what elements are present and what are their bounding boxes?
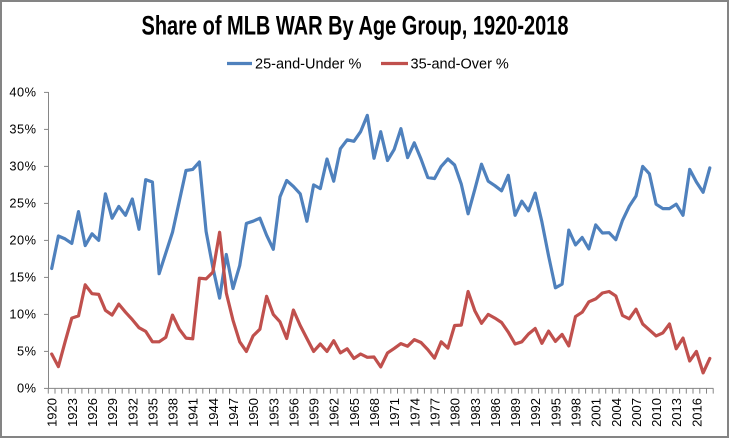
svg-text:1983: 1983	[468, 398, 483, 427]
svg-text:1989: 1989	[508, 398, 523, 427]
svg-text:1920: 1920	[45, 398, 60, 427]
svg-text:2001: 2001	[589, 398, 604, 427]
svg-text:35-and-Over %: 35-and-Over %	[411, 57, 509, 73]
svg-text:1998: 1998	[569, 398, 584, 427]
svg-text:2013: 2013	[669, 398, 684, 427]
svg-text:0%: 0%	[17, 381, 37, 396]
svg-text:1932: 1932	[125, 398, 140, 427]
svg-text:1968: 1968	[367, 398, 382, 427]
svg-text:1950: 1950	[246, 398, 261, 427]
svg-text:1995: 1995	[548, 398, 563, 427]
svg-text:1944: 1944	[206, 398, 221, 427]
svg-text:25%: 25%	[9, 196, 36, 211]
svg-text:1935: 1935	[145, 398, 160, 427]
svg-text:15%: 15%	[9, 270, 36, 285]
svg-text:1992: 1992	[528, 398, 543, 427]
svg-text:1941: 1941	[186, 398, 201, 427]
svg-text:1929: 1929	[105, 398, 120, 427]
svg-text:1956: 1956	[286, 398, 301, 427]
svg-text:1938: 1938	[166, 398, 181, 427]
svg-text:1923: 1923	[65, 398, 80, 427]
svg-text:5%: 5%	[17, 344, 37, 359]
svg-text:20%: 20%	[9, 233, 36, 248]
svg-text:1974: 1974	[407, 398, 422, 427]
svg-text:1986: 1986	[488, 398, 503, 427]
svg-text:Share of MLB WAR By Age Group,: Share of MLB WAR By Age Group, 1920-2018	[142, 10, 569, 40]
svg-text:1959: 1959	[307, 398, 322, 427]
svg-text:2007: 2007	[629, 398, 644, 427]
svg-text:25-and-Under %: 25-and-Under %	[255, 57, 361, 73]
svg-text:1962: 1962	[327, 398, 342, 427]
svg-text:1971: 1971	[387, 398, 402, 427]
svg-text:1977: 1977	[428, 398, 443, 427]
svg-text:30%: 30%	[9, 159, 36, 174]
svg-text:1980: 1980	[448, 398, 463, 427]
svg-text:1926: 1926	[85, 398, 100, 427]
svg-text:2004: 2004	[609, 398, 624, 427]
svg-text:1953: 1953	[266, 398, 281, 427]
svg-text:2010: 2010	[649, 398, 664, 427]
svg-text:1947: 1947	[226, 398, 241, 427]
svg-text:2016: 2016	[689, 398, 704, 427]
svg-text:35%: 35%	[9, 122, 36, 137]
svg-text:40%: 40%	[9, 85, 36, 100]
svg-text:1965: 1965	[347, 398, 362, 427]
svg-text:10%: 10%	[9, 307, 36, 322]
